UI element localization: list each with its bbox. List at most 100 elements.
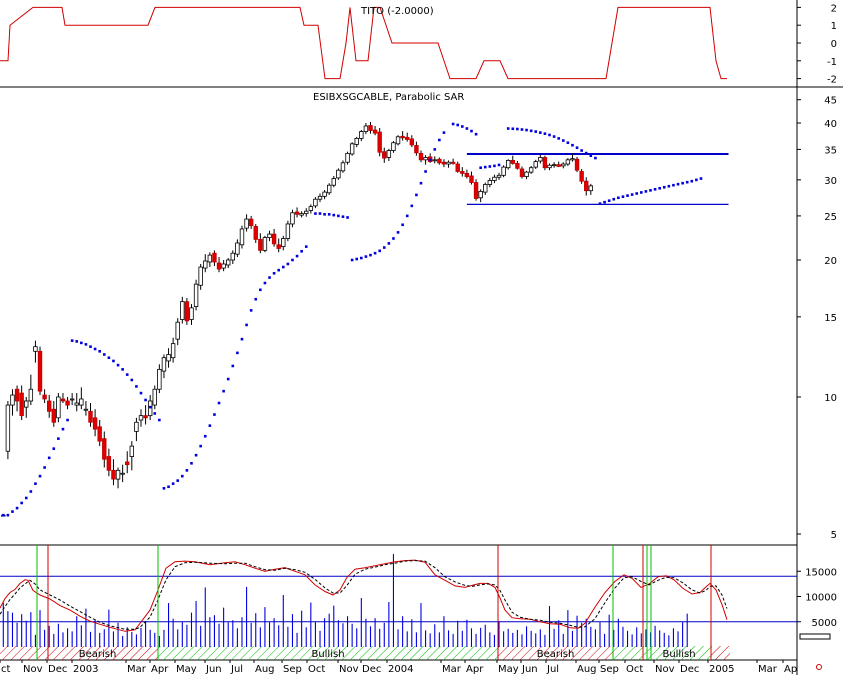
x-tick-label: 2003 <box>73 664 98 675</box>
candle-up <box>285 223 291 239</box>
tito-y-tick-label: 1 <box>831 21 837 32</box>
candle-up <box>505 160 511 169</box>
sar-dot <box>185 469 189 472</box>
status-marker-icon <box>816 664 822 670</box>
candle-up <box>478 190 483 199</box>
sar-dot <box>516 127 519 131</box>
sar-dot <box>323 213 326 216</box>
sar-dot <box>474 132 478 136</box>
sar-dot <box>350 258 354 262</box>
signal-region <box>0 646 37 660</box>
candle-down <box>455 163 460 172</box>
price-y-tick-label: 15 <box>824 313 837 324</box>
candle-down <box>212 252 217 263</box>
candle-up <box>170 343 176 359</box>
signal-region-label: Bullish <box>662 649 695 660</box>
sar-dot <box>672 183 675 187</box>
sar-dot <box>653 188 657 191</box>
sar-dot <box>580 149 583 152</box>
sar-dot <box>286 262 290 266</box>
candle-down <box>519 168 525 177</box>
candle-up <box>198 266 203 286</box>
candle-up <box>446 161 451 165</box>
x-tick-label: Dec <box>362 664 381 675</box>
tito-series-line <box>0 6 727 80</box>
sar-dot <box>318 212 322 215</box>
sar-dot <box>93 347 97 351</box>
candle-down <box>51 408 56 423</box>
sar-dot <box>144 398 147 402</box>
sar-dot <box>461 125 464 128</box>
sar-dot <box>594 156 597 160</box>
sar-dot <box>640 191 643 194</box>
x-tick-label: Nov <box>23 664 43 675</box>
sar-dot <box>658 186 661 190</box>
sar-dot <box>249 309 253 312</box>
candle-down <box>473 182 479 199</box>
candle-down <box>216 262 222 270</box>
sar-dot <box>534 130 538 133</box>
sar-dot <box>208 424 212 427</box>
sar-dot <box>75 340 79 343</box>
sar-dot <box>584 151 588 155</box>
sar-dot <box>158 418 161 422</box>
tito-title: TITO (-2.0000) <box>360 6 434 17</box>
candle-up <box>386 150 392 158</box>
tito-y-tick-label: -1 <box>827 57 837 68</box>
volume-y-tick-label: 5000 <box>812 618 837 629</box>
price-y-tick-label: 10 <box>824 393 837 404</box>
candle-down <box>405 136 410 140</box>
x-tick-label: Ap <box>784 664 797 675</box>
sar-dot <box>525 128 528 132</box>
candle-down <box>14 388 20 402</box>
sar-dot <box>493 164 496 168</box>
candle-down <box>37 350 43 392</box>
sar-dot <box>644 190 648 193</box>
price-y-tick-label: 20 <box>824 256 837 267</box>
sar-dot <box>98 350 101 353</box>
price-panel: 45 40 35 30 25 20 15 10 5 <box>1 96 837 541</box>
sar-dot <box>543 132 547 135</box>
sar-dot <box>548 133 551 137</box>
sar-dot <box>245 323 248 327</box>
candle-down <box>382 151 387 159</box>
candle-up <box>565 159 571 165</box>
sar-dot <box>43 466 46 469</box>
candle-up <box>56 396 61 419</box>
price-y-tick-label: 30 <box>824 176 837 187</box>
candle-down <box>368 125 373 131</box>
x-tick-label: Mar <box>442 664 462 675</box>
sar-dot <box>465 127 469 130</box>
sar-dot <box>401 223 404 227</box>
candle-up <box>115 469 121 480</box>
candle-up <box>120 472 125 475</box>
candle-up <box>230 252 235 261</box>
sar-dot <box>125 373 129 376</box>
sar-dot <box>690 179 694 183</box>
sar-dot <box>24 496 28 500</box>
x-tick-label: Dec <box>680 664 699 675</box>
volume-panel: Bearish Bullish Bearish Bullish 15000 10000 50… <box>0 545 837 660</box>
candle-down <box>258 238 263 251</box>
sar-dot <box>47 456 51 460</box>
candle-up <box>331 178 336 186</box>
x-tick-label: Aug <box>255 664 275 675</box>
candle-down <box>372 129 378 134</box>
candle-down <box>469 175 474 183</box>
x-tick-label: May <box>498 664 519 675</box>
sar-dot <box>607 199 611 202</box>
sar-dot <box>130 378 134 382</box>
sar-dot <box>272 271 276 275</box>
sar-dot <box>337 214 340 218</box>
sar-dot <box>635 192 639 195</box>
candle-up <box>166 354 171 362</box>
candle-up <box>322 191 327 197</box>
sar-dot <box>57 437 60 440</box>
sar-dot <box>561 139 565 142</box>
x-tick-label: Oct <box>308 664 325 675</box>
sar-dot <box>11 510 14 513</box>
signal-region <box>37 646 158 660</box>
x-tick-label: Nov <box>655 664 675 675</box>
sar-dot <box>1 513 5 517</box>
candle-down <box>111 469 116 480</box>
